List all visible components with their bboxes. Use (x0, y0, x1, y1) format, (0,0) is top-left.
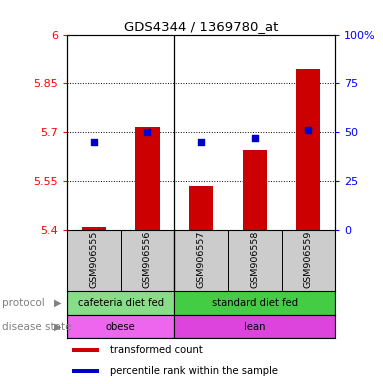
Bar (72, 369, 99, 373)
Text: lean: lean (244, 321, 265, 331)
Bar (174, 315, 335, 338)
Text: ▶: ▶ (54, 321, 61, 331)
Bar (136, 127, 159, 230)
Bar (67, 315, 174, 338)
Text: ▶: ▶ (54, 298, 61, 308)
Text: transformed count: transformed count (110, 345, 203, 355)
Text: obese: obese (106, 321, 136, 331)
Text: protocol: protocol (2, 298, 45, 308)
Point (198, 139, 204, 145)
Text: disease state: disease state (2, 321, 71, 331)
Text: GSM906556: GSM906556 (143, 231, 152, 288)
Bar (67, 291, 174, 315)
Bar (82, 227, 106, 230)
Bar (189, 186, 213, 230)
Text: GSM906555: GSM906555 (89, 231, 98, 288)
Text: percentile rank within the sample: percentile rank within the sample (110, 366, 278, 376)
Text: cafeteria diet fed: cafeteria diet fed (78, 298, 164, 308)
Bar (72, 348, 99, 352)
Text: GSM906558: GSM906558 (250, 231, 259, 288)
Bar (296, 69, 320, 230)
Title: GDS4344 / 1369780_at: GDS4344 / 1369780_at (124, 20, 278, 33)
Point (305, 127, 311, 133)
Text: standard diet fed: standard diet fed (212, 298, 298, 308)
Text: GSM906559: GSM906559 (304, 231, 313, 288)
Bar (243, 150, 267, 230)
Point (91, 139, 97, 145)
Text: GSM906557: GSM906557 (196, 231, 206, 288)
Bar (174, 291, 335, 315)
Point (252, 135, 258, 141)
Point (144, 129, 151, 135)
